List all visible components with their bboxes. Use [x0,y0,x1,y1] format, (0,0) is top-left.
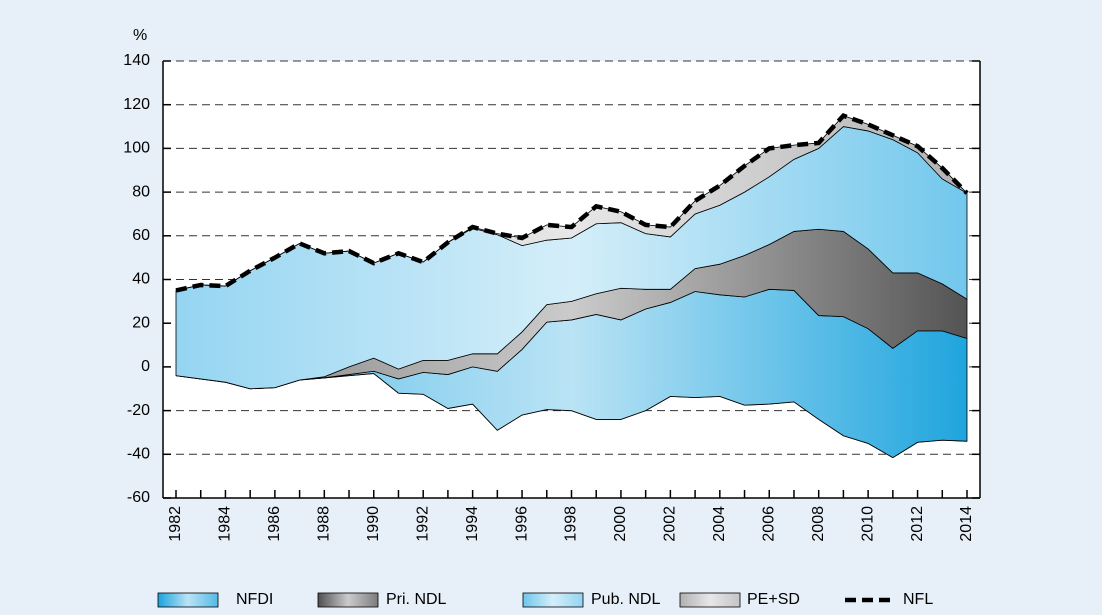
x-tick-label: 2014 [958,506,975,542]
x-tick-label: 1988 [316,506,333,542]
area [175,115,968,291]
x-tick-label: 1982 [167,506,184,542]
legend-label: NFL [903,591,933,608]
x-tick-label: 1996 [513,506,530,542]
x-tick-label: 1998 [563,506,580,542]
x-tick-label: 1990 [365,506,382,542]
x-tick-label: 2004 [711,506,728,542]
y-axis-label: % [133,27,147,44]
y-tick-label: 140 [123,52,150,69]
legend-label: Pri. NDL [386,591,447,608]
y-tick-label: -60 [127,489,150,506]
y-tick-label: 60 [132,227,150,244]
x-tick-label: 1984 [217,506,234,542]
x-tick-label: 2008 [810,506,827,542]
line [175,113,969,293]
y-tick-label: -20 [127,402,150,419]
x-tick-label: 2000 [612,506,629,542]
x-tick-label: 2006 [760,506,777,542]
x-tick-label: 1986 [266,506,283,542]
y-tick-label: 20 [132,314,150,331]
x-tick-label: 1992 [414,506,431,542]
legend-swatch [679,592,741,608]
legend-label: PE+SD [747,591,800,608]
legend-swatch [317,592,379,608]
x-tick-label: 2012 [909,506,926,542]
y-tick-label: -40 [127,446,150,463]
legend-swatch [522,592,584,608]
legend-swatch [157,592,219,608]
y-tick-label: 80 [132,183,150,200]
x-tick-label: 2002 [662,506,679,542]
x-tick-label: 1994 [464,506,481,542]
y-tick-label: 120 [123,96,150,113]
y-tick-label: 100 [123,140,150,157]
y-tick-label: 40 [132,271,150,288]
x-tick-label: 2010 [859,506,876,542]
legend-label: NFDI [236,591,273,608]
y-tick-label: 0 [141,358,150,375]
legend-label: Pub. NDL [591,591,660,608]
